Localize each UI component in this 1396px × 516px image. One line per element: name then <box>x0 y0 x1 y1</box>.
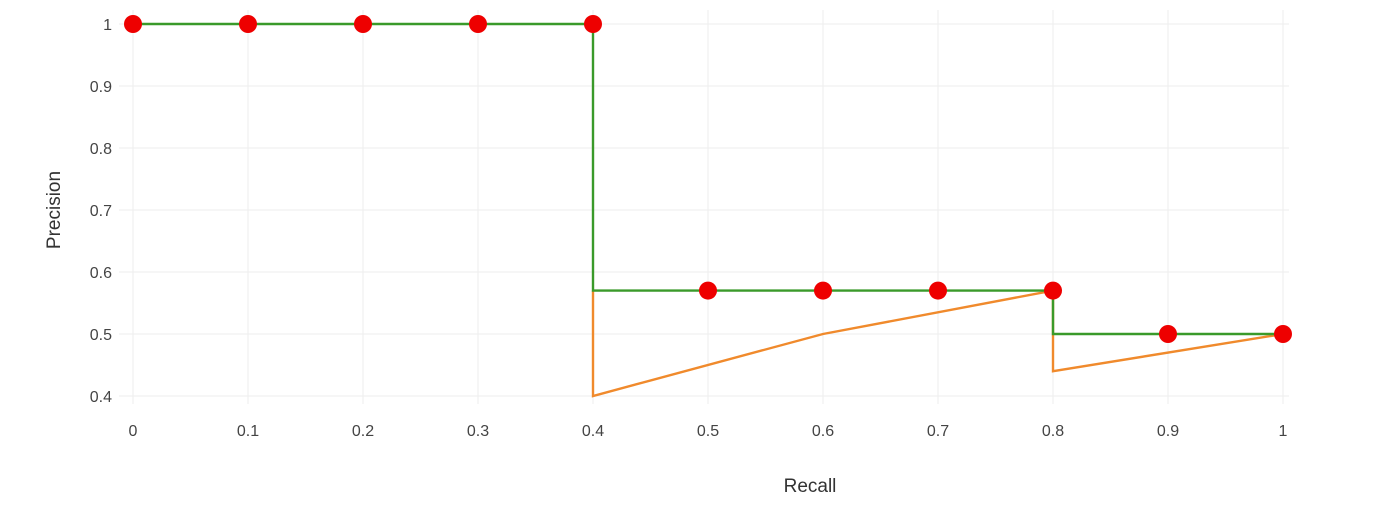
y-tick-label: 0.9 <box>90 79 112 96</box>
data-point <box>814 281 832 300</box>
x-axis-ticks: 0 0.1 0.2 0.3 0.4 0.5 0.6 0.7 0.8 0.9 1 <box>129 423 1288 440</box>
x-tick-label: 0.3 <box>467 423 489 440</box>
data-point <box>929 281 947 300</box>
x-tick-label: 0.2 <box>352 423 374 440</box>
data-point <box>1044 281 1062 300</box>
x-tick-label: 0.9 <box>1157 423 1179 440</box>
y-tick-label: 0.7 <box>90 203 112 220</box>
data-point <box>124 15 142 33</box>
y-tick-label: 0.8 <box>90 141 112 158</box>
data-point <box>1274 325 1292 343</box>
x-tick-label: 0.4 <box>582 423 604 440</box>
data-point <box>239 15 257 33</box>
y-axis-ticks: 0.4 0.5 0.6 0.7 0.8 0.9 1 <box>90 17 112 406</box>
precision-line <box>591 289 1284 398</box>
x-tick-label: 0.5 <box>697 423 719 440</box>
x-tick-label: 0.8 <box>1042 423 1064 440</box>
data-point <box>354 15 372 33</box>
x-tick-label: 0.6 <box>812 423 834 440</box>
data-point <box>469 15 487 33</box>
x-tick-label: 0 <box>129 423 138 440</box>
y-axis-title: Precision <box>44 171 65 249</box>
data-markers <box>124 15 1292 343</box>
x-axis-title: Recall <box>784 476 837 497</box>
chart-grid <box>119 10 1289 404</box>
y-tick-label: 1 <box>103 17 112 34</box>
data-point <box>1159 325 1177 343</box>
y-tick-label: 0.4 <box>90 389 112 406</box>
data-point <box>699 281 717 300</box>
y-tick-label: 0.5 <box>90 327 112 344</box>
y-tick-label: 0.6 <box>90 265 112 282</box>
x-tick-label: 0.1 <box>237 423 259 440</box>
data-point <box>584 15 602 33</box>
x-tick-label: 1 <box>1279 423 1288 440</box>
x-tick-label: 0.7 <box>927 423 949 440</box>
